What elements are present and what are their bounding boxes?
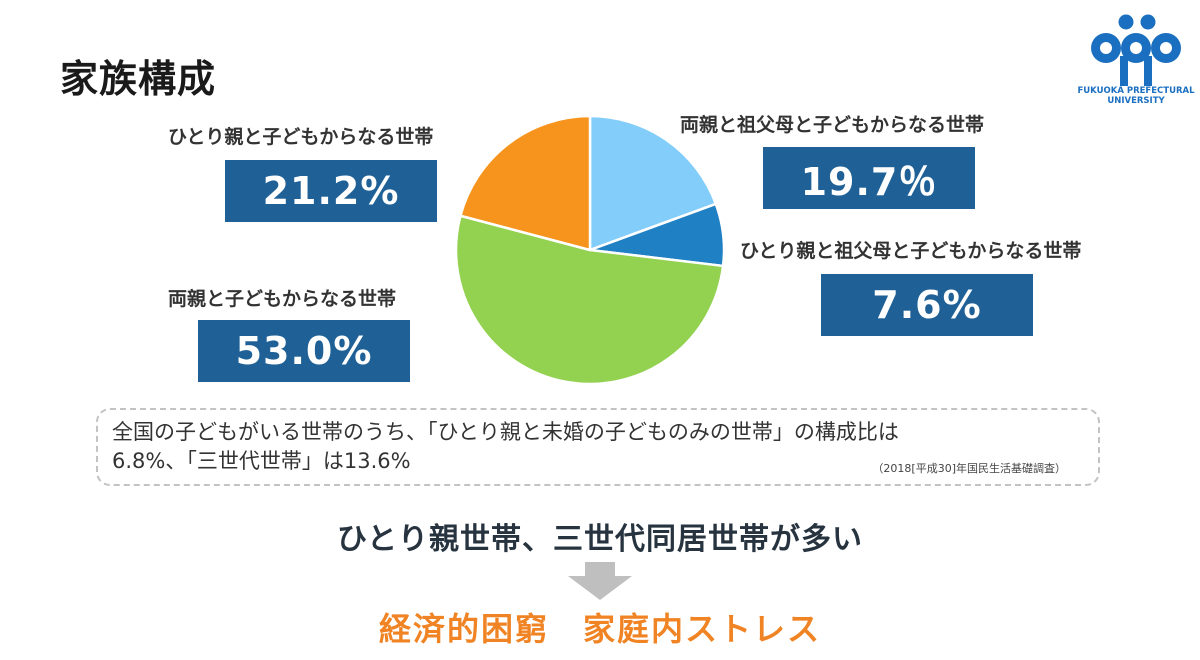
result-text: 経済的困窮 家庭内ストレス	[378, 610, 821, 648]
university-logo: FUKUOKA PREFECTURAL UNIVERSITY	[1076, 12, 1196, 112]
label-both-parents-grandparents-children: 両親と祖父母と子どもからなる世帯	[680, 114, 985, 136]
value-both-parents-children: 53.0%	[198, 320, 410, 382]
statistics-note-box: 全国の子どもがいる世帯のうち、「ひとり親と未婚の子どものみの世帯」の構成比は 6…	[96, 408, 1100, 486]
conclusion-text: ひとり親世帯、三世代同居世帯が多い	[336, 522, 864, 557]
logo-text-line1: FUKUOKA PREFECTURAL	[1077, 86, 1195, 96]
label-single-parent-grandparents-children: ひとり親と祖父母と子どもからなる世帯	[740, 240, 1082, 262]
value-single-parent-children: 21.2%	[225, 160, 437, 222]
fukuoka-prefectural-university-logo-icon	[1091, 14, 1181, 86]
note-line-2: 6.8%、「三世代世帯」は13.6%	[112, 449, 411, 473]
logo-text-line2: UNIVERSITY	[1107, 96, 1165, 106]
label-single-parent-children: ひとり親と子どもからなる世帯	[168, 126, 434, 148]
note-text: 全国の子どもがいる世帯のうち、「ひとり親と未婚の子どものみの世帯」の構成比は 6…	[112, 418, 899, 476]
value-both-parents-grandparents-children: 19.7％	[763, 147, 975, 209]
slice-both-parents-grandparents	[588, 114, 718, 252]
slide-title: 家族構成	[60, 57, 217, 101]
slice-single-parent	[459, 114, 592, 252]
value-single-parent-grandparents-children: 7.6%	[821, 274, 1033, 336]
pie-chart	[454, 114, 726, 386]
note-source: （2018[平成30]年国民生活基礎調査）	[872, 462, 1066, 475]
note-line-1: 全国の子どもがいる世帯のうち、「ひとり親と未婚の子どものみの世帯」の構成比は	[112, 420, 899, 444]
label-both-parents-children: 両親と子どもからなる世帯	[168, 288, 397, 310]
slice-both-parents	[454, 214, 725, 386]
down-arrow-icon	[568, 562, 632, 600]
